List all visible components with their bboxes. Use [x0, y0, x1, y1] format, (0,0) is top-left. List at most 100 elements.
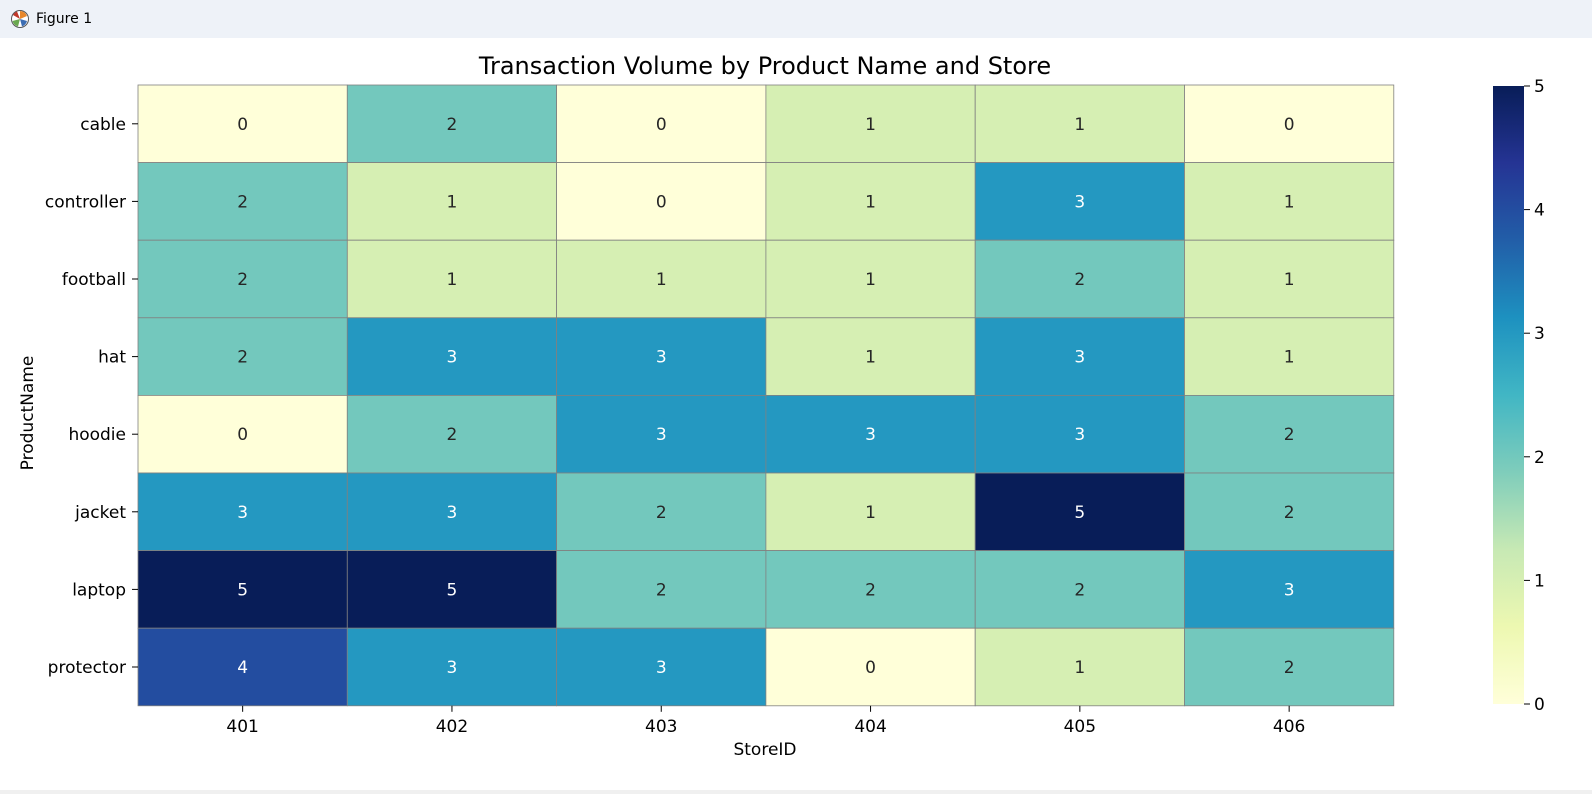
heatmap-cell — [137, 84, 348, 163]
cell-value-label: 1 — [865, 348, 876, 368]
heatmap-cell — [556, 317, 767, 396]
heatmap-chart: Transaction Volume by Product Name and S… — [18, 52, 1545, 760]
colorbar-tick-label: 2 — [1534, 448, 1545, 468]
heatmap-cell — [974, 550, 1185, 629]
heatmap-cell — [1184, 472, 1395, 551]
heatmap-cell — [1184, 394, 1395, 474]
cell-value-label: 2 — [1284, 658, 1295, 678]
cell-value-label: 1 — [865, 270, 876, 290]
heatmap-cell — [346, 162, 557, 241]
cell-value-label: 2 — [1074, 270, 1085, 290]
cell-value-label: 1 — [1074, 658, 1085, 678]
cell-value-label: 2 — [237, 270, 248, 290]
heatmap-cell — [346, 317, 557, 396]
cell-value-label: 5 — [1074, 503, 1085, 523]
cell-value-label: 1 — [1284, 270, 1295, 290]
cell-value-label: 3 — [656, 348, 667, 368]
cell-value-label: 3 — [865, 425, 876, 445]
x-tick-label: 404 — [854, 717, 886, 737]
matplotlib-figure-icon — [11, 10, 29, 28]
heatmap-cell — [346, 239, 557, 319]
cell-value-label: 3 — [447, 658, 458, 678]
cell-value-label: 0 — [1284, 115, 1295, 135]
heatmap-cell — [974, 627, 1185, 707]
heatmap-cell — [556, 162, 767, 241]
cell-value-label: 3 — [1074, 348, 1085, 368]
heatmap-cell — [765, 162, 976, 241]
cell-value-label: 1 — [865, 503, 876, 523]
heatmap-cell — [556, 239, 767, 319]
cell-value-label: 2 — [656, 503, 667, 523]
cell-value-label: 2 — [447, 425, 458, 445]
cell-value-label: 4 — [237, 658, 248, 678]
heatmap-cells: 0 2 0 1 1 0 2 1 0 1 3 1 2 1 1 1 2 1 2 3 3 1 3 1 0 2 3 3 3 2 3 3 2 1 5 2 5 5 2 2… — [137, 84, 1395, 707]
x-axis-label: StoreID — [733, 740, 796, 760]
x-tick-label: 406 — [1273, 717, 1305, 737]
figure-canvas: Transaction Volume by Product Name and S… — [0, 38, 1592, 790]
cell-value-label: 2 — [237, 192, 248, 212]
cell-value-label: 0 — [237, 115, 248, 135]
y-tick-label: football — [62, 270, 126, 290]
cell-value-label: 1 — [865, 115, 876, 135]
heatmap-cell — [765, 239, 976, 319]
cell-value-label: 2 — [447, 115, 458, 135]
heatmap-cell — [765, 317, 976, 396]
cell-value-label: 1 — [1284, 192, 1295, 212]
cell-value-label: 3 — [447, 348, 458, 368]
heatmap-cell — [556, 84, 767, 163]
heatmap-cell — [137, 239, 348, 319]
cell-value-label: 0 — [656, 115, 667, 135]
cell-value-label: 3 — [1074, 425, 1085, 445]
heatmap-cell — [137, 550, 348, 629]
cell-value-label: 3 — [656, 425, 667, 445]
window-title: Figure 1 — [36, 11, 93, 27]
heatmap-cell — [556, 550, 767, 629]
heatmap-cell — [556, 472, 767, 551]
cell-value-label: 2 — [1074, 580, 1085, 600]
cell-value-label: 2 — [656, 580, 667, 600]
x-tick-labels: 401 402 403 404 405 406 — [226, 705, 1305, 737]
cell-value-label: 3 — [1284, 580, 1295, 600]
cell-value-label: 0 — [865, 658, 876, 678]
cell-value-label: 0 — [656, 192, 667, 212]
y-tick-label: hat — [98, 348, 126, 368]
y-tick-label: hoodie — [68, 425, 126, 445]
heatmap-cell — [765, 627, 976, 707]
y-tick-label: laptop — [72, 580, 126, 600]
x-tick-label: 405 — [1064, 717, 1096, 737]
cell-value-label: 5 — [447, 580, 458, 600]
cell-value-label: 1 — [447, 192, 458, 212]
heatmap-cell — [1184, 550, 1395, 629]
cell-value-label: 2 — [1284, 503, 1295, 523]
colorbar-tick-label: 0 — [1534, 695, 1545, 715]
colorbar-tick-label: 4 — [1534, 201, 1545, 221]
colorbar-tick-label: 3 — [1534, 324, 1545, 344]
x-tick-label: 401 — [226, 717, 258, 737]
cell-value-label: 1 — [656, 270, 667, 290]
cell-value-label: 2 — [237, 348, 248, 368]
heatmap-cell — [765, 472, 976, 551]
heatmap-cell — [974, 472, 1185, 551]
cell-value-label: 5 — [237, 580, 248, 600]
heatmap-cell — [974, 317, 1185, 396]
cell-value-label: 3 — [1074, 192, 1085, 212]
heatmap-cell — [1184, 317, 1395, 396]
colorbar-gradient — [1493, 86, 1524, 704]
cell-value-label: 2 — [865, 580, 876, 600]
heatmap-cell — [346, 394, 557, 474]
cell-value-label: 3 — [447, 503, 458, 523]
cell-value-label: 1 — [1284, 348, 1295, 368]
chart-title: Transaction Volume by Product Name and S… — [478, 52, 1051, 80]
window-titlebar: Figure 1 — [0, 0, 1592, 39]
cell-value-label: 1 — [865, 192, 876, 212]
heatmap-cell — [556, 627, 767, 707]
heatmap-cell — [346, 84, 557, 163]
y-tick-label: controller — [45, 192, 126, 212]
cell-value-label: 3 — [656, 658, 667, 678]
y-tick-label: protector — [48, 658, 126, 678]
heatmap-cell — [765, 84, 976, 163]
heatmap-cell — [346, 550, 557, 629]
heatmap-cell — [974, 239, 1185, 319]
heatmap-cell — [137, 394, 348, 474]
cell-value-label: 1 — [447, 270, 458, 290]
